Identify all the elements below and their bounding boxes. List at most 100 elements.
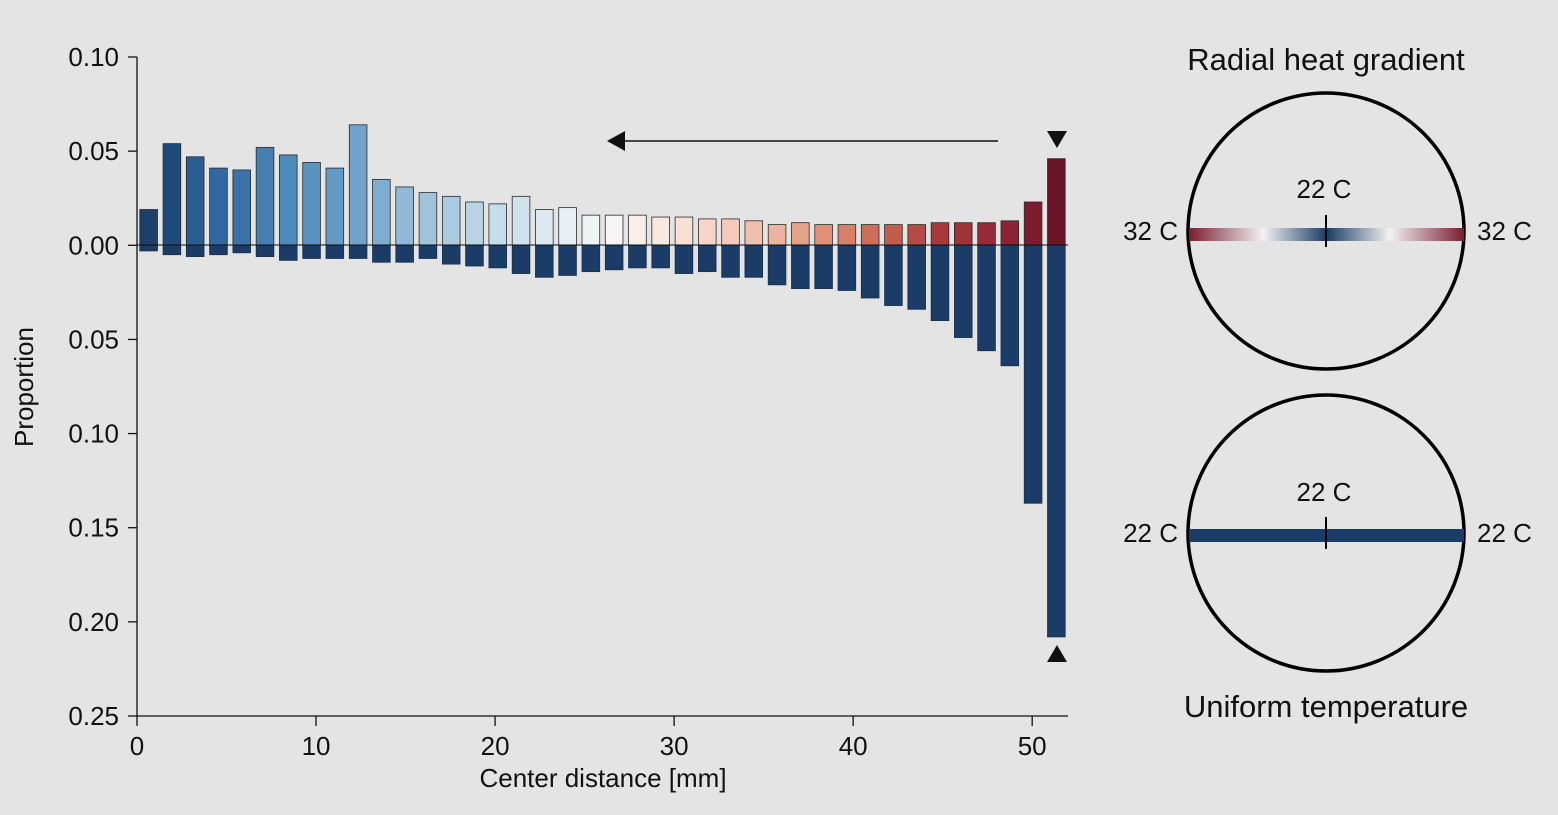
bar-negative xyxy=(325,244,345,259)
bar-negative xyxy=(744,244,764,278)
bar-negative xyxy=(139,244,158,252)
bar-positive xyxy=(837,224,857,246)
bar-positive xyxy=(744,220,764,246)
bar-positive xyxy=(185,156,205,246)
bar-negative xyxy=(604,244,624,271)
center-temperature-label: 22 C xyxy=(1297,477,1352,507)
direction-arrow-head xyxy=(607,131,625,151)
left-temperature-label: 32 C xyxy=(1123,216,1178,246)
bar-negative xyxy=(185,244,205,257)
bar-negative xyxy=(814,244,833,289)
y-tick-label: 0.25 xyxy=(68,701,119,731)
bar-negative xyxy=(977,244,996,352)
x-tick-label: 0 xyxy=(130,731,144,761)
bar-negative xyxy=(348,244,368,259)
bar-negative xyxy=(535,244,554,278)
bar-positive xyxy=(535,209,554,246)
uniform-temperature-diagram: 22 C 22 C 22 C Uniform temperature xyxy=(1123,393,1532,724)
bar-positive xyxy=(372,178,391,246)
y-ticks: 0.10 0.05 0.00 0.05 0.10 0.15 0.20 0.25 xyxy=(68,42,137,731)
bar-positive xyxy=(348,124,368,246)
y-tick-label: 0.10 xyxy=(68,419,119,449)
bar-positive xyxy=(395,186,414,246)
bar-negative xyxy=(628,244,647,269)
bar-positive xyxy=(884,224,903,246)
bar-negative xyxy=(465,244,484,267)
bar-positive xyxy=(139,209,158,246)
bar-positive xyxy=(511,195,531,246)
bar-positive xyxy=(697,218,717,246)
bar-negative xyxy=(279,244,298,261)
y-axis-label: Proportion xyxy=(9,327,39,447)
bar-negative xyxy=(511,244,531,274)
bar-positive xyxy=(977,222,996,246)
bar-negative xyxy=(302,244,321,259)
bar-positive xyxy=(814,224,833,246)
bar-positive xyxy=(721,218,740,246)
bar-negative xyxy=(837,244,857,291)
bar-positive xyxy=(441,195,461,246)
bar-positive xyxy=(674,216,694,246)
bar-negative xyxy=(954,244,973,338)
bar-negative xyxy=(884,244,903,306)
bar-negative xyxy=(651,244,670,269)
triangle-up-marker xyxy=(1047,645,1067,662)
histogram-chart: 0.10 0.05 0.00 0.05 0.10 0.15 0.20 0.25 0 10 20 30… xyxy=(9,42,1068,793)
bar-negative xyxy=(581,244,601,273)
bar-positive xyxy=(558,207,577,246)
bar-negative xyxy=(372,244,391,263)
bar-negative xyxy=(162,244,182,256)
bar-negative xyxy=(395,244,414,263)
bar-negative xyxy=(930,244,950,322)
bar-positive xyxy=(325,167,345,246)
x-ticks: 0 10 20 30 40 50 xyxy=(130,716,1047,761)
left-temperature-label: 22 C xyxy=(1123,518,1178,548)
bar-negative xyxy=(441,244,461,265)
bar-negative xyxy=(488,244,508,269)
bar-positive xyxy=(930,222,950,246)
bar-positive xyxy=(604,214,624,246)
x-tick-label: 40 xyxy=(839,731,868,761)
x-tick-label: 30 xyxy=(660,731,689,761)
x-tick-label: 10 xyxy=(302,731,331,761)
negative-bars xyxy=(139,244,1066,638)
bar-negative xyxy=(1047,244,1066,638)
y-tick-label: 0.20 xyxy=(68,607,119,637)
x-tick-label: 20 xyxy=(481,731,510,761)
bar-negative xyxy=(697,244,717,273)
bar-positive xyxy=(651,216,670,246)
y-tick-label: 0.05 xyxy=(68,136,119,166)
y-tick-label: 0.05 xyxy=(68,324,119,354)
bar-positive xyxy=(418,192,438,246)
uniform-temperature-title: Uniform temperature xyxy=(1184,689,1468,724)
bar-positive xyxy=(232,169,251,246)
bar-positive xyxy=(767,224,787,246)
bar-negative xyxy=(767,244,787,286)
bar-positive xyxy=(302,162,321,246)
radial-gradient-title: Radial heat gradient xyxy=(1187,42,1465,77)
bar-negative xyxy=(232,244,251,254)
bar-negative xyxy=(721,244,740,278)
triangle-down-marker xyxy=(1047,131,1067,148)
bar-positive xyxy=(1047,158,1066,246)
bar-positive xyxy=(1000,220,1020,246)
bar-negative xyxy=(860,244,880,299)
bar-negative xyxy=(209,244,228,256)
bar-negative xyxy=(1000,244,1020,367)
positive-bars xyxy=(139,124,1066,246)
radial-gradient-diagram: Radial heat gradient 22 C 32 C 32 C xyxy=(1123,42,1532,371)
bar-positive xyxy=(162,143,182,246)
y-tick-label: 0.15 xyxy=(68,513,119,543)
bar-negative xyxy=(255,244,275,257)
right-temperature-label: 22 C xyxy=(1477,518,1532,548)
bar-positive xyxy=(907,224,926,246)
x-axis-label: Center distance [mm] xyxy=(479,763,726,793)
bar-negative xyxy=(674,244,694,274)
bar-positive xyxy=(255,146,275,246)
bar-negative xyxy=(418,244,438,259)
center-temperature-label: 22 C xyxy=(1297,174,1352,204)
bar-positive xyxy=(628,214,647,246)
bar-positive xyxy=(488,203,508,246)
bar-negative xyxy=(907,244,926,310)
